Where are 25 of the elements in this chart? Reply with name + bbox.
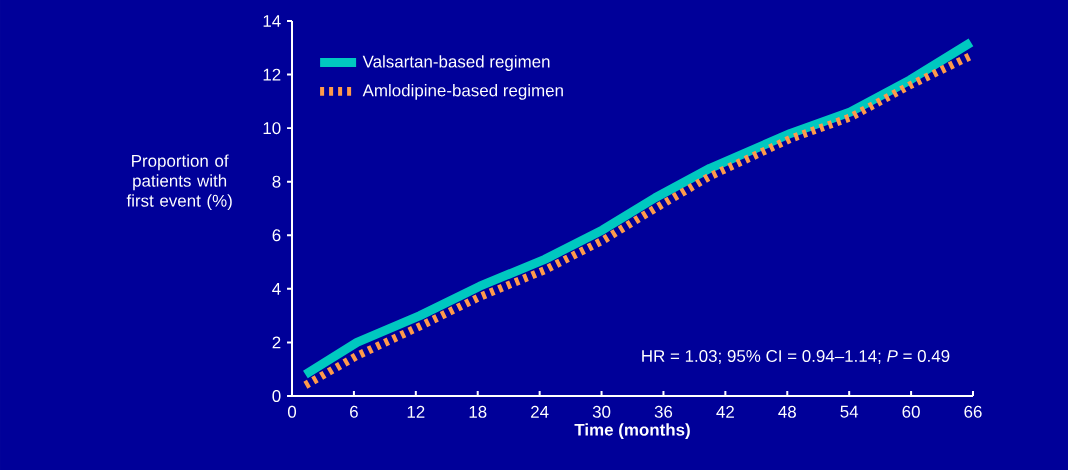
x-tick-label: 60 xyxy=(902,405,920,418)
x-tick-label: 36 xyxy=(654,405,673,418)
x-tick-label: 24 xyxy=(531,405,549,418)
y-tick-label: 2 xyxy=(272,336,281,349)
x-tick-label: 66 xyxy=(964,405,982,418)
x-tick-label: 12 xyxy=(407,405,425,418)
x-tick-label: 30 xyxy=(592,405,611,418)
y-tick-label: 14 xyxy=(263,15,281,27)
y-tick-label: 12 xyxy=(263,68,281,81)
x-tick-label: 48 xyxy=(778,405,796,418)
x-tick-label: 0 xyxy=(287,405,297,418)
y-axis-title: Proportion of patients with first event (%) xyxy=(126,154,232,211)
y-tick-label: 8 xyxy=(272,175,281,188)
x-tick-label: 42 xyxy=(716,405,734,418)
y-tick-label: 10 xyxy=(263,122,281,135)
legend-label: Amlodipine-based regimen xyxy=(362,83,563,100)
x-tick-label: 6 xyxy=(350,405,358,418)
y-tick-label: 6 xyxy=(272,229,281,242)
y-tick-label: 4 xyxy=(272,283,281,295)
x-tick-label: 18 xyxy=(469,405,487,418)
x-tick-label: 54 xyxy=(840,405,859,418)
y-tick-label: 0 xyxy=(272,389,281,402)
x-axis-title: Time (months) xyxy=(574,423,690,440)
annotation: HR = 1.03; 95% CI = 0.94–1.14; P = 0.49 xyxy=(642,349,950,364)
legend-label: Valsartan-based regimen xyxy=(362,55,550,71)
